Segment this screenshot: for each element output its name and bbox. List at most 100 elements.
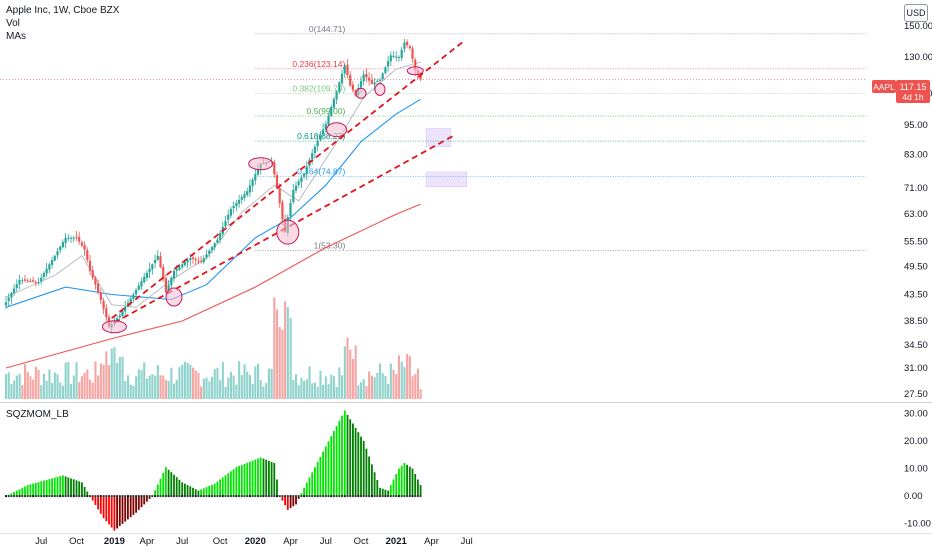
volume-bar (56, 374, 59, 399)
squeeze-dot (392, 495, 395, 498)
volume-bar (151, 374, 154, 399)
candle-body (197, 260, 200, 262)
volume-bar (281, 329, 284, 399)
touch-point-mark (165, 287, 183, 307)
squeeze-dot (83, 495, 86, 498)
volume-bar (213, 369, 216, 399)
momentum-bar (15, 490, 18, 497)
squeeze-dot (192, 495, 194, 498)
currency-button[interactable]: USD (904, 4, 928, 22)
symbol-title[interactable]: Apple Inc, 1W, Cboe BZX (6, 5, 120, 16)
candle-body (164, 278, 167, 292)
volume-bar (132, 385, 135, 399)
candle-body (256, 169, 260, 175)
moving-averages-label[interactable]: MAs (6, 31, 26, 42)
momentum-bar (70, 478, 72, 497)
squeeze-dot (229, 495, 232, 498)
chart-legend: Apple Inc, 1W, Cboe BZX Vol MAs (6, 4, 119, 43)
volume-bar (259, 380, 262, 399)
squeeze-dot (10, 495, 13, 498)
momentum-bar (53, 477, 56, 497)
volume-bar (145, 378, 148, 399)
squeeze-dot (273, 495, 276, 498)
candle-body (140, 281, 143, 287)
candle-body (248, 185, 251, 193)
volume-bar (32, 379, 35, 399)
volume-bar (99, 363, 102, 399)
momentum-bar (192, 487, 194, 497)
candle-body (88, 260, 92, 271)
squeeze-dot (205, 495, 208, 498)
squeeze-dot (365, 495, 368, 498)
candle-body (86, 250, 89, 260)
candle-body (330, 107, 333, 116)
candle-body (183, 262, 186, 266)
volume-bar (94, 361, 97, 399)
volume-bar (354, 345, 357, 399)
squeeze-dot (360, 495, 362, 498)
volume-bar (64, 362, 67, 399)
time-axis-tick: 2019 (104, 536, 125, 547)
momentum-bar (265, 459, 268, 497)
momentum-bar (64, 476, 67, 497)
volume-bar (265, 383, 268, 399)
volume-bar (15, 375, 18, 399)
volume-bar (395, 374, 398, 399)
squeeze-dot (110, 495, 113, 498)
squeeze-dot (335, 495, 338, 498)
candle-body (362, 74, 365, 82)
price-axis-tick: 71.00 (904, 183, 928, 194)
momentum-bar (262, 458, 265, 497)
candle-body (227, 214, 230, 220)
annotation-marks (101, 66, 424, 334)
momentum-bar (408, 466, 411, 497)
squeeze-dot (105, 495, 108, 498)
volume-bar (105, 351, 108, 399)
volume-bar (140, 370, 143, 399)
squeeze-dot (137, 495, 140, 498)
momentum-bar (362, 440, 365, 497)
price-axis-tick: 31.00 (904, 363, 928, 374)
price-axis-tick: 130.00 (904, 52, 932, 63)
fib-level-label: 0.236(123.14) (292, 59, 345, 69)
volume-bar (262, 386, 265, 399)
candle-body (229, 209, 232, 216)
candle-body (365, 73, 368, 78)
momentum-bar (243, 463, 246, 497)
price-badge[interactable]: AAPL 117.15 4d 1h (872, 80, 930, 103)
volume-bar (284, 301, 287, 399)
momentum-bar (170, 472, 173, 497)
candle-body (45, 268, 48, 274)
oscillator-label[interactable]: SQZMOM_LB (6, 409, 69, 420)
volume-bar (208, 381, 211, 399)
volume-bar (164, 380, 167, 399)
candle-body (240, 197, 243, 200)
volume-bar (75, 362, 78, 399)
volume-bar (232, 375, 235, 399)
volume-bar (416, 368, 419, 399)
momentum-bar (419, 485, 422, 497)
momentum-bar (240, 465, 243, 497)
volume-bar (295, 374, 298, 399)
momentum-bar (99, 496, 102, 514)
volume-indicator-label[interactable]: Vol (6, 18, 20, 29)
squeeze-dot (148, 495, 151, 498)
squeeze-dot (368, 495, 371, 498)
momentum-bar (297, 496, 300, 499)
candle-body (154, 260, 157, 264)
volume-bar (403, 367, 406, 399)
volume-bar (167, 380, 170, 399)
momentum-bar (72, 479, 75, 497)
momentum-bar (189, 486, 192, 497)
squeeze-dot (376, 495, 379, 498)
momentum-bar (305, 482, 308, 497)
squeeze-dot (186, 495, 189, 498)
squeeze-dot (305, 495, 308, 498)
volume-bar (189, 364, 192, 399)
squeeze-dot (295, 495, 297, 498)
momentum-bar (48, 479, 51, 497)
volume-bar (381, 373, 384, 399)
volume-bar (319, 370, 322, 399)
momentum-bar (303, 487, 305, 497)
